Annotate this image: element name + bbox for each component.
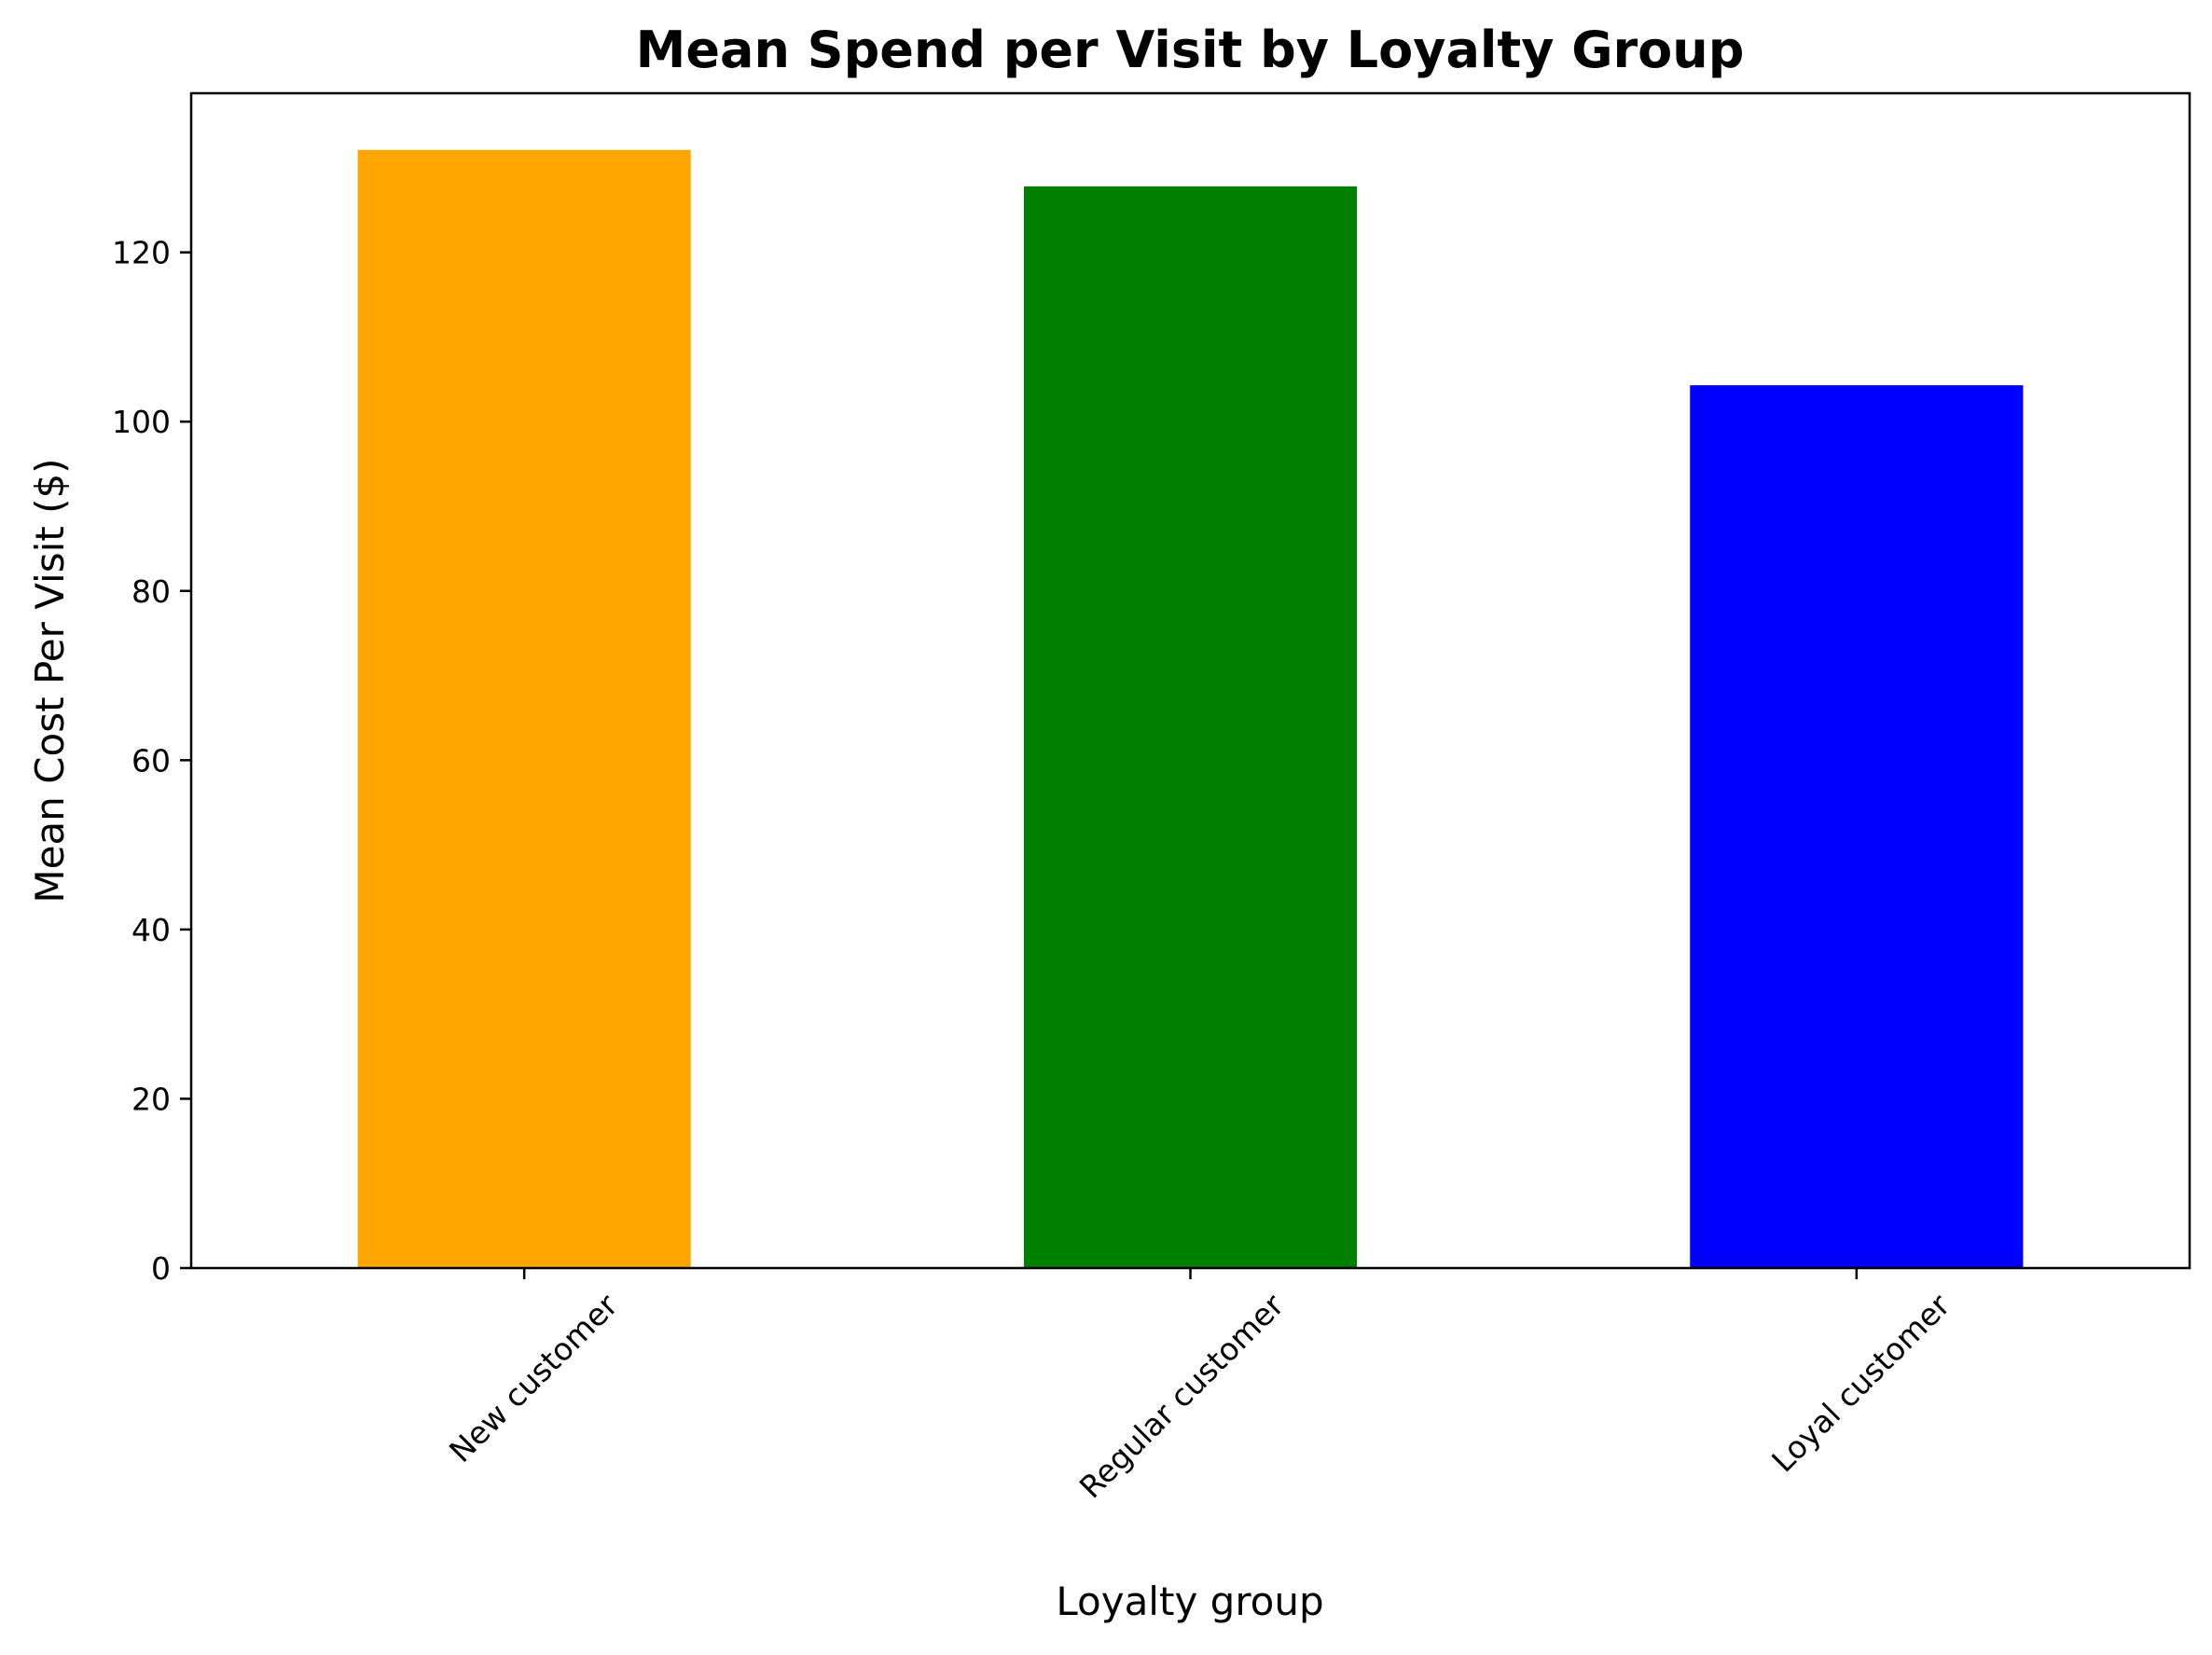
y-tick-label: 0 — [151, 1250, 171, 1287]
bar-loyal-customer — [1690, 385, 2024, 1268]
chart-title: Mean Spend per Visit by Loyalty Group — [636, 21, 1745, 79]
y-tick-label: 80 — [131, 573, 171, 610]
y-axis-ticks: 0 20 40 60 80 100 120 — [112, 235, 191, 1287]
bar-regular-customer — [1023, 186, 1358, 1268]
y-axis-label: Mean Cost Per Visit ($) — [27, 458, 73, 903]
y-tick-label: 100 — [112, 404, 171, 440]
bar-new-customer — [357, 149, 691, 1269]
bars-layer — [357, 149, 2024, 1269]
x-axis-label: Loyalty group — [1056, 1579, 1323, 1624]
y-tick-label: 120 — [112, 235, 171, 271]
y-tick-label: 40 — [131, 912, 171, 948]
y-tick-label: 60 — [131, 742, 171, 779]
y-tick-label: 20 — [131, 1081, 171, 1117]
